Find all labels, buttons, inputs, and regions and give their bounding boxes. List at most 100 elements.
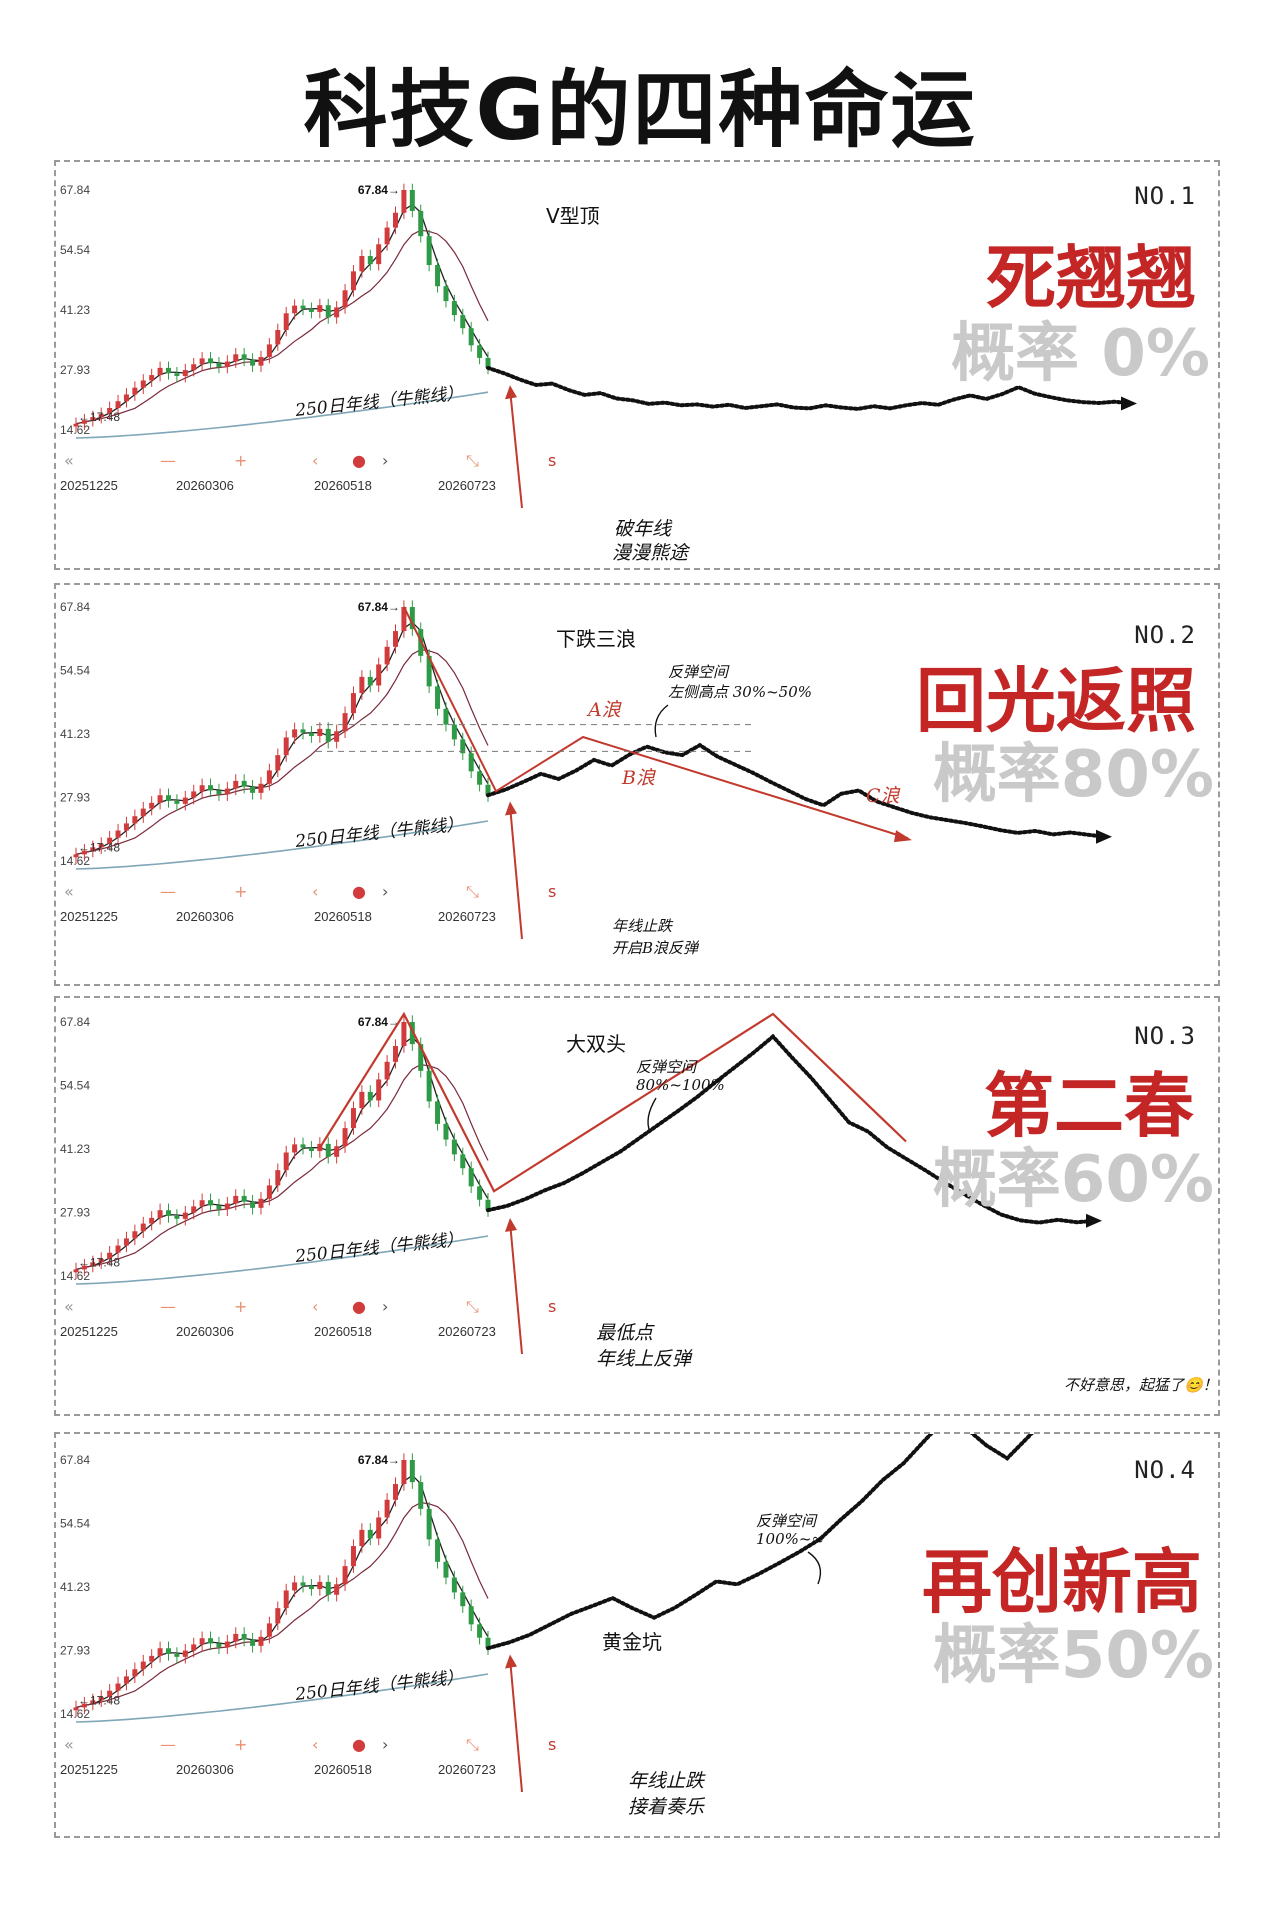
y-tick-label: 41.23 — [60, 727, 90, 741]
candle-body — [73, 1707, 79, 1711]
scenario-probability: 概率50% — [932, 1619, 1214, 1693]
ma250-line — [75, 1235, 489, 1285]
candle-body — [107, 1690, 113, 1697]
candle-body — [90, 1700, 96, 1704]
y-tick-label: 41.23 — [60, 1580, 90, 1594]
candle-body — [165, 795, 171, 801]
candle-body — [317, 305, 323, 312]
candle-body — [393, 631, 399, 647]
candle-body — [367, 676, 373, 686]
y-tick-label: 54.54 — [60, 1078, 90, 1092]
high-label: 67.84→ — [358, 1015, 400, 1029]
note-pointer — [654, 704, 669, 738]
candle-body — [182, 1212, 188, 1219]
annotation-line-1: 年线止跌 — [628, 1770, 705, 1792]
high-label: 67.84→ — [358, 600, 400, 614]
candle-body — [401, 190, 407, 213]
candle-body — [241, 354, 247, 360]
candle-body — [376, 1517, 382, 1539]
candle-body — [443, 1561, 449, 1578]
annotation-line-2: 年线上反弹 — [596, 1348, 692, 1370]
candle-body — [300, 1582, 306, 1586]
y-tick-label: 27.93 — [60, 1205, 90, 1219]
candle-body — [149, 1217, 155, 1224]
plus-icon: + — [234, 1297, 247, 1316]
y-tick-label: 27.93 — [60, 363, 90, 377]
candle-body — [393, 212, 399, 228]
candle-body — [435, 1539, 441, 1562]
candle-body — [325, 305, 331, 318]
candle-body — [292, 305, 298, 314]
expand-icon: ⤡ — [466, 1297, 479, 1316]
chevron-right-icon: › — [382, 451, 388, 470]
candle-body — [216, 1643, 222, 1648]
candle-body — [199, 1638, 205, 1645]
candle-body — [443, 1123, 449, 1140]
candle-body — [275, 1170, 281, 1186]
candle-body — [174, 373, 180, 376]
candle-body — [107, 1252, 113, 1259]
candle-body — [342, 1128, 348, 1147]
candle-body — [107, 407, 113, 414]
candle-body — [342, 290, 348, 308]
scenario-fate: 再创新高 — [922, 1541, 1202, 1623]
candle-body — [342, 1566, 348, 1585]
candle-body — [401, 1460, 407, 1485]
expand-icon: ⤡ — [466, 451, 479, 470]
x-tick-label: 20260518 — [314, 1324, 372, 1339]
candle-body — [292, 1144, 298, 1153]
candle-body — [199, 358, 205, 365]
minus-icon: — — [160, 451, 176, 470]
candle-body — [233, 1633, 239, 1642]
candle-body — [258, 783, 264, 793]
double-left-icon: « — [64, 1297, 74, 1316]
rebound-note-1: 反弹空间 — [636, 1058, 697, 1076]
panel-no4: 67.84 54.54 41.23 27.93 14.62 20251225 2026030… — [54, 1376, 1220, 1838]
projection-path — [486, 1033, 1098, 1225]
chevron-left-icon: ‹ — [312, 1735, 318, 1754]
candle-body — [216, 790, 222, 795]
wave-guide-line — [403, 606, 909, 840]
candle-body — [426, 236, 432, 266]
ma250-line — [75, 1673, 489, 1723]
candle-body — [359, 256, 365, 272]
candle-body — [275, 1608, 281, 1624]
chart-canvas: 67.84 54.54 41.23 27.93 14.62 20251225 2026030… — [60, 183, 1137, 509]
y-tick-label: 54.54 — [60, 663, 90, 677]
scenario-probability: 概率 0% — [951, 317, 1210, 391]
scenario-probability: 概率80% — [932, 738, 1214, 812]
high-label: 67.84→ — [358, 183, 400, 197]
candle-body — [359, 676, 365, 694]
x-tick-label: 20251225 — [60, 909, 118, 924]
candle-body — [140, 1223, 146, 1232]
candle-body — [149, 1655, 155, 1662]
candle-body — [191, 364, 197, 371]
projection-path — [486, 742, 1108, 839]
candle-body — [418, 210, 424, 237]
ma250-label: 250日年线（牛熊线） — [293, 1667, 464, 1705]
projection-arrowhead — [1121, 396, 1137, 411]
candle-body — [300, 305, 306, 309]
minus-icon: — — [160, 1297, 176, 1316]
panel-no1: 67.84 54.54 41.23 27.93 14.62 20251225 2026030… — [54, 160, 1220, 570]
y-tick-label: 27.93 — [60, 790, 90, 804]
low-label: ←17.48 — [78, 410, 120, 424]
candle-body — [241, 780, 247, 787]
rebound-note-2: 左侧高点 30%~50% — [668, 683, 813, 701]
plus-icon: + — [234, 1735, 247, 1754]
minus-icon: — — [160, 882, 176, 901]
candle-body — [393, 1046, 399, 1062]
y-tick-label: 54.54 — [60, 243, 90, 257]
candle-body — [208, 785, 214, 791]
candle-body — [418, 1044, 424, 1071]
y-tick-label: 54.54 — [60, 1516, 90, 1530]
candle-body — [435, 686, 441, 709]
candle-body — [224, 1641, 230, 1648]
candle-body — [308, 308, 314, 312]
wave-a-label: A浪 — [588, 699, 621, 721]
pattern-label: V型顶 — [546, 204, 600, 228]
candle-body — [443, 708, 449, 725]
candle-body — [409, 1460, 415, 1483]
chart-canvas: 67.84 54.54 41.23 27.93 14.62 20251225 2026030… — [60, 1434, 1034, 1793]
candle-body — [384, 1499, 390, 1518]
